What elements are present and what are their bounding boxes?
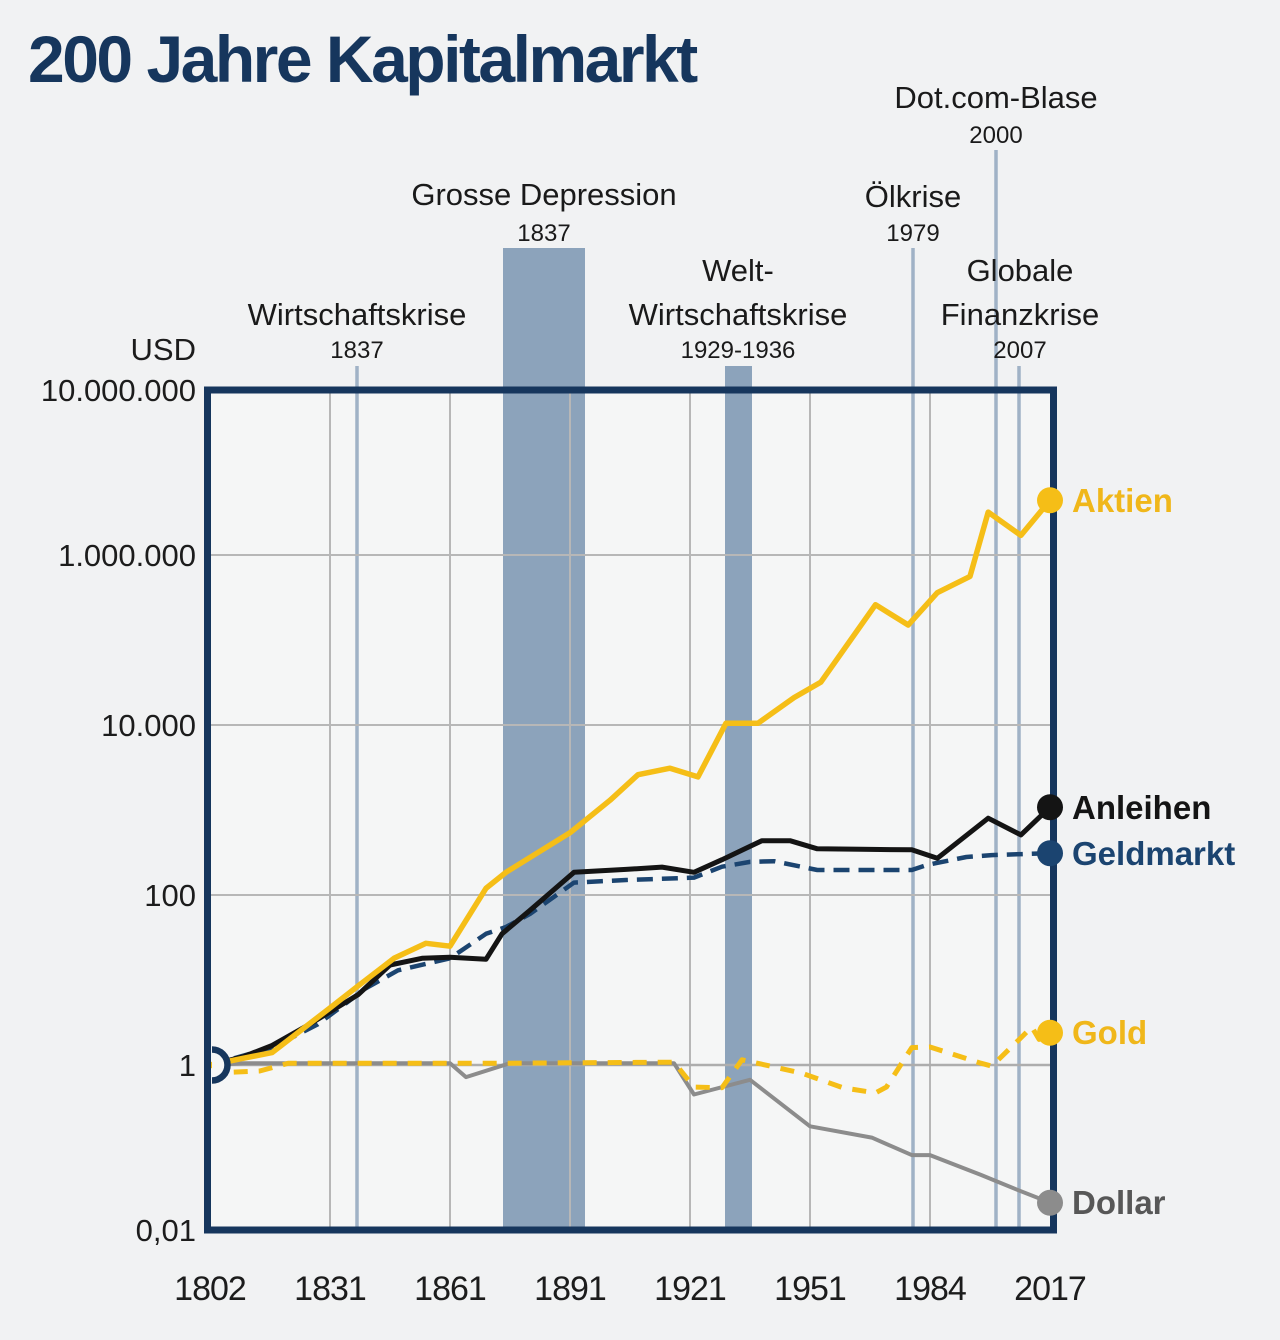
annotation-label: Finanzkrise — [941, 297, 1100, 332]
y-tick-label: 0,01 — [136, 1213, 196, 1248]
x-tick-label: 1921 — [654, 1270, 726, 1308]
start-value-marker — [211, 1046, 231, 1084]
annotation-year: 1837 — [517, 220, 570, 247]
page-title: 200 Jahre Kapitalmarkt — [28, 22, 698, 96]
welt-wirtschaftskrise-band — [725, 366, 752, 1227]
annotation-dotcom-blase: Dot.com-Blase 2000 — [894, 80, 1097, 149]
annotation-label: Ölkrise — [865, 179, 961, 214]
series-label-gold: Gold — [1072, 1014, 1147, 1051]
dollar-line — [211, 1061, 1050, 1205]
series-end-dots — [1037, 487, 1063, 1216]
x-tick-label: 1831 — [294, 1270, 366, 1308]
series-layer — [211, 498, 1050, 1205]
annotation-year: 2007 — [993, 337, 1046, 364]
annotation-globale-finanzkrise: Globale Finanzkrise 2007 — [941, 253, 1100, 364]
annotation-year: 2000 — [969, 122, 1022, 149]
annotation-label: Wirtschaftskrise — [629, 297, 848, 332]
annotation-label: Dot.com-Blase — [894, 80, 1097, 115]
grosse-depression-band — [503, 248, 585, 1227]
y-axis: USD 10.000.000 1.000.000 10.000 100 1 0,… — [41, 332, 196, 1248]
aktien-end-dot — [1037, 487, 1063, 514]
x-tick-label: 1984 — [894, 1270, 966, 1308]
y-axis-unit-label: USD — [131, 332, 196, 367]
annotation-label: Wirtschaftskrise — [248, 297, 467, 332]
aktien-line — [211, 498, 1050, 1068]
anleihen-end-dot — [1037, 794, 1063, 821]
annotation-label: Globale — [967, 253, 1074, 288]
series-label-anleihen: Anleihen — [1072, 789, 1211, 826]
annotation-wirtschaftskrise: Wirtschaftskrise 1837 — [248, 297, 467, 364]
annotation-year: 1979 — [886, 220, 939, 247]
series-label-dollar: Dollar — [1072, 1184, 1166, 1221]
plot-background — [211, 393, 1051, 1227]
annotation-oelkrise: Ölkrise 1979 — [865, 179, 961, 247]
x-tick-label: 1861 — [414, 1270, 486, 1308]
series-label-aktien: Aktien — [1072, 482, 1173, 519]
y-tick-label: 1.000.000 — [58, 538, 196, 573]
x-tick-label: 2017 — [1014, 1270, 1086, 1308]
y-tick-label: 1 — [179, 1048, 196, 1083]
geldmarkt-line — [211, 850, 1050, 1068]
dollar-end-dot — [1037, 1189, 1063, 1216]
annotation-label: Grosse Depression — [411, 177, 676, 212]
gold-end-dot — [1037, 1019, 1063, 1046]
y-tick-label: 10.000.000 — [41, 373, 196, 408]
y-tick-label: 100 — [144, 878, 196, 913]
x-axis: 1802 1831 1861 1891 1921 1951 1984 2017 — [174, 1270, 1087, 1308]
x-tick-label: 1951 — [774, 1270, 846, 1308]
annotation-grosse-depression: Grosse Depression 1837 — [411, 177, 676, 247]
annotation-year: 1929-1936 — [681, 337, 796, 364]
x-tick-label: 1891 — [534, 1270, 606, 1308]
series-label-geldmarkt: Geldmarkt — [1072, 835, 1235, 872]
annotation-year: 1837 — [330, 337, 383, 364]
annotation-label: Welt- — [702, 253, 774, 288]
geldmarkt-end-dot — [1037, 840, 1063, 867]
y-tick-label: 10.000 — [101, 708, 196, 743]
gold-line — [211, 1024, 1050, 1096]
crisis-annotations: Wirtschaftskrise 1837 Grosse Depression … — [248, 80, 1100, 364]
annotation-welt-wirtschaftskrise: Welt- Wirtschaftskrise 1929-1936 — [629, 253, 848, 364]
anleihen-line — [211, 805, 1050, 1068]
x-tick-label: 1802 — [174, 1270, 246, 1308]
series-end-labels: Aktien Anleihen Geldmarkt Gold Dollar — [1072, 482, 1235, 1221]
